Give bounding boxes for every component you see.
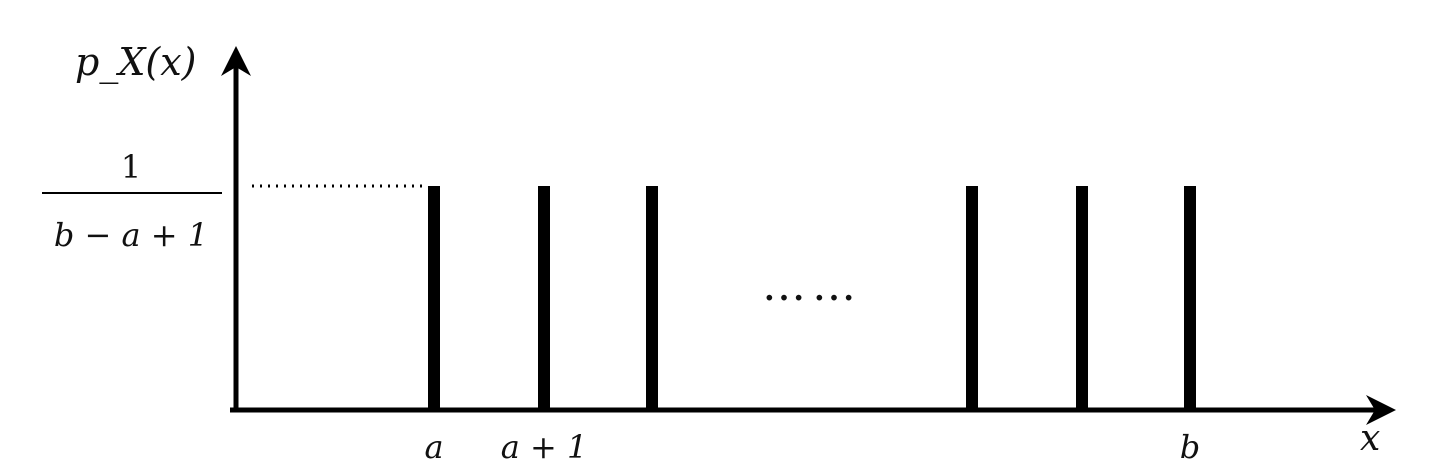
ellipsis: …… (762, 260, 862, 311)
x-tick-label: a (424, 428, 443, 466)
x-axis-label: x (1360, 418, 1380, 459)
y-tick-denominator: b − a + 1 (54, 216, 208, 254)
bars-group (428, 186, 1196, 410)
x-tick-label: a + 1 (501, 428, 588, 466)
x-tick-labels: a a + 1 b (424, 428, 1200, 466)
y-axis-label: p_X(x) (75, 40, 196, 85)
x-tick-label: b (1180, 428, 1200, 466)
y-tick-numerator: 1 (121, 148, 141, 186)
